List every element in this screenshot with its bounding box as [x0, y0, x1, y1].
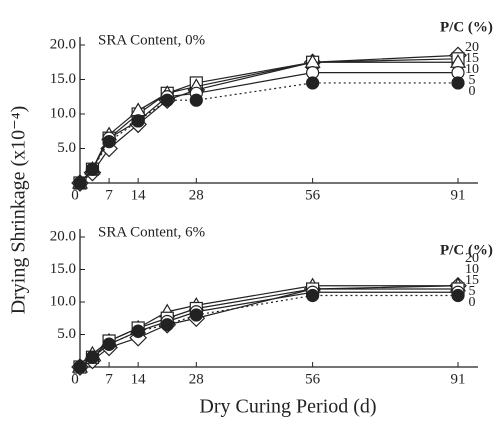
y-tick-label: 10.0 — [50, 105, 76, 121]
x-tick-label: 0 — [71, 371, 79, 387]
marker — [189, 308, 203, 322]
marker — [160, 93, 174, 107]
x-tick-label: 91 — [451, 371, 466, 387]
y-tick-label: 15.0 — [50, 71, 76, 87]
legend-label: 0 — [469, 295, 476, 310]
marker — [131, 114, 145, 128]
x-tick-label: 56 — [305, 187, 321, 203]
legend-label: 0 — [469, 84, 476, 99]
x-tick-label: 28 — [189, 371, 204, 387]
panel-title: SRA Content, 0% — [98, 32, 205, 48]
y-tick-label: 5.0 — [57, 140, 76, 156]
legend-label: 15 — [465, 273, 479, 288]
x-tick-label: 28 — [189, 187, 204, 203]
legend-label: 10 — [465, 62, 479, 77]
marker — [451, 288, 465, 303]
legend-title: P/C (%) — [440, 19, 493, 35]
marker — [73, 176, 87, 190]
marker — [160, 318, 174, 332]
legend-label: 20 — [465, 40, 479, 55]
marker — [131, 324, 145, 338]
x-tick-label: 7 — [105, 187, 113, 203]
x-axis-label: Dry Curing Period (d) — [199, 396, 376, 418]
marker — [102, 337, 116, 351]
panel-title: SRA Content, 6% — [98, 224, 205, 240]
marker — [85, 162, 100, 176]
x-tick-label: 14 — [131, 187, 147, 203]
legend-label: 10 — [465, 262, 479, 277]
legend-label: 5 — [469, 284, 476, 299]
legend-label: 20 — [465, 251, 479, 266]
y-tick-label: 5.0 — [57, 326, 76, 342]
x-tick-label: 56 — [305, 371, 321, 387]
marker — [102, 135, 116, 149]
y-tick-label: 20.0 — [50, 36, 76, 52]
marker — [189, 93, 203, 107]
x-tick-label: 14 — [131, 371, 147, 387]
x-tick-label: 0 — [71, 187, 79, 203]
marker — [73, 360, 87, 374]
y-tick-label: 20.0 — [50, 228, 76, 244]
y-axis-label: Drying Shrinkage (x10⁻⁴) — [8, 106, 30, 315]
y-tick-label: 15.0 — [50, 261, 76, 277]
legend-title: P/C (%) — [440, 242, 493, 258]
x-tick-label: 7 — [105, 371, 113, 387]
marker — [451, 76, 465, 90]
legend-label: 15 — [465, 51, 479, 66]
marker — [85, 350, 100, 364]
legend-label: 5 — [469, 73, 476, 88]
y-tick-label: 10.0 — [50, 293, 76, 309]
series-line — [79, 82, 458, 184]
x-tick-label: 91 — [451, 187, 466, 203]
marker — [306, 288, 320, 303]
marker — [306, 76, 320, 90]
